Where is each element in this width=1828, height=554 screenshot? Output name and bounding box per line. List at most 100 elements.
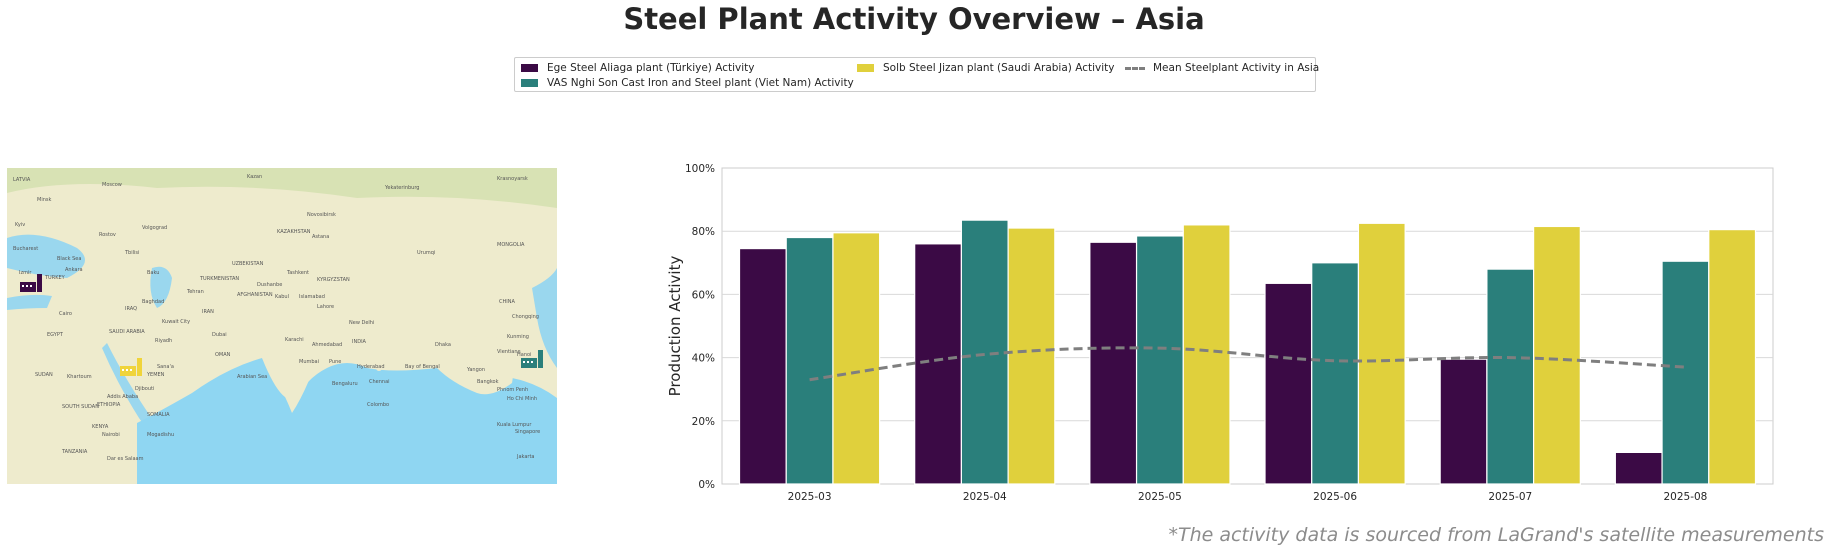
- y-tick-label: 0%: [698, 479, 715, 491]
- map-label: TURKEY: [44, 275, 66, 281]
- y-axis-label: Production Activity: [666, 256, 684, 397]
- map-label: Kyiv: [15, 222, 25, 228]
- factory-icon-window: [30, 285, 32, 287]
- map-label: Colombo: [367, 402, 389, 408]
- map-label: Nairobi: [102, 432, 120, 438]
- factory-icon[interactable]: [20, 274, 42, 292]
- y-tick-label: 60%: [692, 289, 715, 301]
- factory-icon-chimney: [37, 274, 42, 292]
- y-tick-label: 100%: [685, 163, 715, 175]
- map-label: Bangkok: [477, 379, 499, 385]
- map-label: Dhaka: [435, 342, 451, 348]
- map-label: Riyadh: [155, 338, 172, 344]
- x-tick-label: 2025-07: [1488, 491, 1532, 503]
- chart-legend: Ege Steel Aliaga plant (Türkiye) Activit…: [514, 57, 1320, 92]
- map-label: Mumbai: [299, 359, 319, 365]
- map-label: Kunming: [507, 334, 529, 340]
- map-label: Djibouti: [135, 386, 154, 392]
- map-label: Kuala Lumpur: [497, 422, 532, 428]
- factory-icon-window: [126, 369, 128, 371]
- map-label: SAUDI ARABIA: [109, 329, 145, 335]
- map-label: Hyderabad: [357, 364, 385, 370]
- factory-icon-chimney: [137, 358, 142, 376]
- map-mediterranean: [7, 294, 52, 310]
- map-label: TANZANIA: [61, 449, 88, 455]
- factory-icon-window: [22, 285, 24, 287]
- mean-activity-line: [809, 346, 1686, 382]
- legend-label-ege: Ege Steel Aliaga plant (Türkiye) Activit…: [547, 62, 755, 74]
- legend-label-mean: Mean Steelplant Activity in Asia: [1153, 62, 1320, 74]
- bar: [832, 232, 881, 485]
- map-label: ETHIOPIA: [97, 402, 121, 408]
- map-label: Black Sea: [57, 256, 81, 262]
- factory-icon-window: [130, 369, 132, 371]
- x-tick-labels: 2025-03 2025-04 2025-05 2025-06 2025-07 2025-…: [788, 491, 1708, 503]
- map-label: Tashkent: [286, 270, 309, 276]
- map-label: IRAQ: [125, 306, 137, 312]
- legend-swatch-solb: [857, 64, 874, 72]
- map-label: Phnom Penh: [497, 387, 528, 393]
- map-label: Moscow: [102, 182, 122, 188]
- bar: [1007, 227, 1056, 485]
- map-label: Dar es Salaam: [107, 456, 144, 462]
- map-north-vegetation: [7, 168, 557, 208]
- map-label: SUDAN: [35, 372, 53, 378]
- bar: [1708, 229, 1757, 485]
- map-label: Chennai: [369, 379, 390, 385]
- map-label: Minsk: [37, 197, 51, 203]
- factory-icon-window: [523, 361, 525, 363]
- map-label: Pune: [329, 359, 341, 365]
- bar: [1182, 224, 1231, 485]
- factory-icon[interactable]: [521, 350, 543, 368]
- map-label: Urumqi: [417, 250, 435, 256]
- bar: [960, 219, 1009, 485]
- x-tick-label: 2025-06: [1313, 491, 1357, 503]
- map-place-labels: LATVIA Minsk Moscow Kazan Yekaterinburg …: [13, 174, 540, 462]
- map-label: Ho Chi Minh: [507, 396, 537, 402]
- legend-swatch-vas: [521, 79, 538, 87]
- map-india: [262, 338, 314, 413]
- map-label: Arabian Sea: [237, 374, 267, 380]
- map-label: Tbilisi: [124, 250, 139, 256]
- map-label: Rostov: [99, 232, 116, 238]
- factory-icon-window: [122, 369, 124, 371]
- map-east-sea: [532, 268, 557, 368]
- map-southeast-asia: [427, 336, 513, 395]
- source-footnote: *The activity data is sourced from LaGra…: [1168, 524, 1824, 546]
- map-label: Islamabad: [299, 294, 325, 300]
- y-tick-labels: 0% 20% 40% 60% 80% 100%: [685, 163, 715, 491]
- bar: [1264, 282, 1313, 485]
- bar: [1135, 235, 1184, 485]
- y-tick-label: 80%: [692, 226, 715, 238]
- map-label: Astana: [312, 234, 329, 240]
- x-tick-label: 2025-05: [1138, 491, 1182, 503]
- map-label: Krasnoyarsk: [497, 176, 528, 182]
- map-label: SOMALIA: [147, 412, 170, 418]
- legend-item-vas: VAS Nghi Son Cast Iron and Steel plant (…: [521, 77, 854, 89]
- map-label: KAZAKHSTAN: [277, 229, 311, 235]
- map-label: Izmir: [19, 270, 32, 276]
- map-sri-lanka: [376, 365, 382, 371]
- map-label: Bucharest: [13, 246, 38, 252]
- legend-item-ege: Ege Steel Aliaga plant (Türkiye) Activit…: [521, 62, 754, 74]
- plot-area: [721, 167, 1774, 485]
- bar: [1533, 225, 1581, 485]
- map-label: Mogadishu: [147, 432, 174, 438]
- map-caspian-sea: [150, 266, 172, 308]
- page-title: Steel Plant Activity Overview – Asia: [623, 2, 1205, 36]
- map-label: IRAN: [202, 309, 214, 315]
- map-label: Kazan: [247, 174, 262, 180]
- map-label: YEMEN: [146, 372, 165, 378]
- legend-item-solb: Solb Steel Jizan plant (Saudi Arabia) Ac…: [857, 62, 1114, 74]
- map-label: KENYA: [92, 424, 109, 430]
- map-label: CHINA: [499, 299, 515, 305]
- map-label: Ankara: [65, 267, 83, 273]
- map-label: Lahore: [317, 304, 334, 310]
- y-tick-label: 40%: [692, 353, 715, 365]
- map-label: Tehran: [186, 289, 204, 295]
- legend-dash-mean: [1125, 66, 1145, 70]
- bar: [1357, 222, 1406, 485]
- map-label: Kabul: [275, 294, 289, 300]
- bar: [1439, 358, 1488, 485]
- factory-icon[interactable]: [120, 358, 142, 376]
